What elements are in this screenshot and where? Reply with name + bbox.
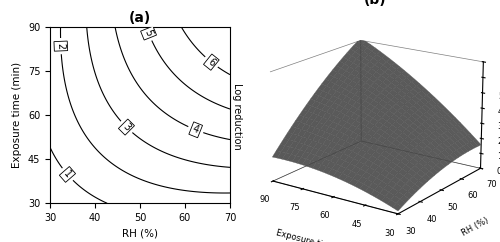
X-axis label: RH (%): RH (%) bbox=[122, 228, 158, 239]
Title: (a): (a) bbox=[129, 11, 151, 25]
Text: 1: 1 bbox=[62, 169, 73, 180]
Title: (b): (b) bbox=[364, 0, 386, 7]
Y-axis label: Exposure time (min): Exposure time (min) bbox=[12, 62, 22, 168]
Y-axis label: RH (%): RH (%) bbox=[460, 216, 490, 238]
Text: 2: 2 bbox=[56, 43, 66, 49]
Text: Log reduction: Log reduction bbox=[232, 83, 242, 150]
Text: 5: 5 bbox=[143, 28, 154, 38]
X-axis label: Exposure time
(min): Exposure time (min) bbox=[272, 229, 336, 242]
Text: 6: 6 bbox=[206, 56, 217, 68]
Text: 3: 3 bbox=[121, 121, 132, 133]
Text: 4: 4 bbox=[191, 124, 200, 136]
